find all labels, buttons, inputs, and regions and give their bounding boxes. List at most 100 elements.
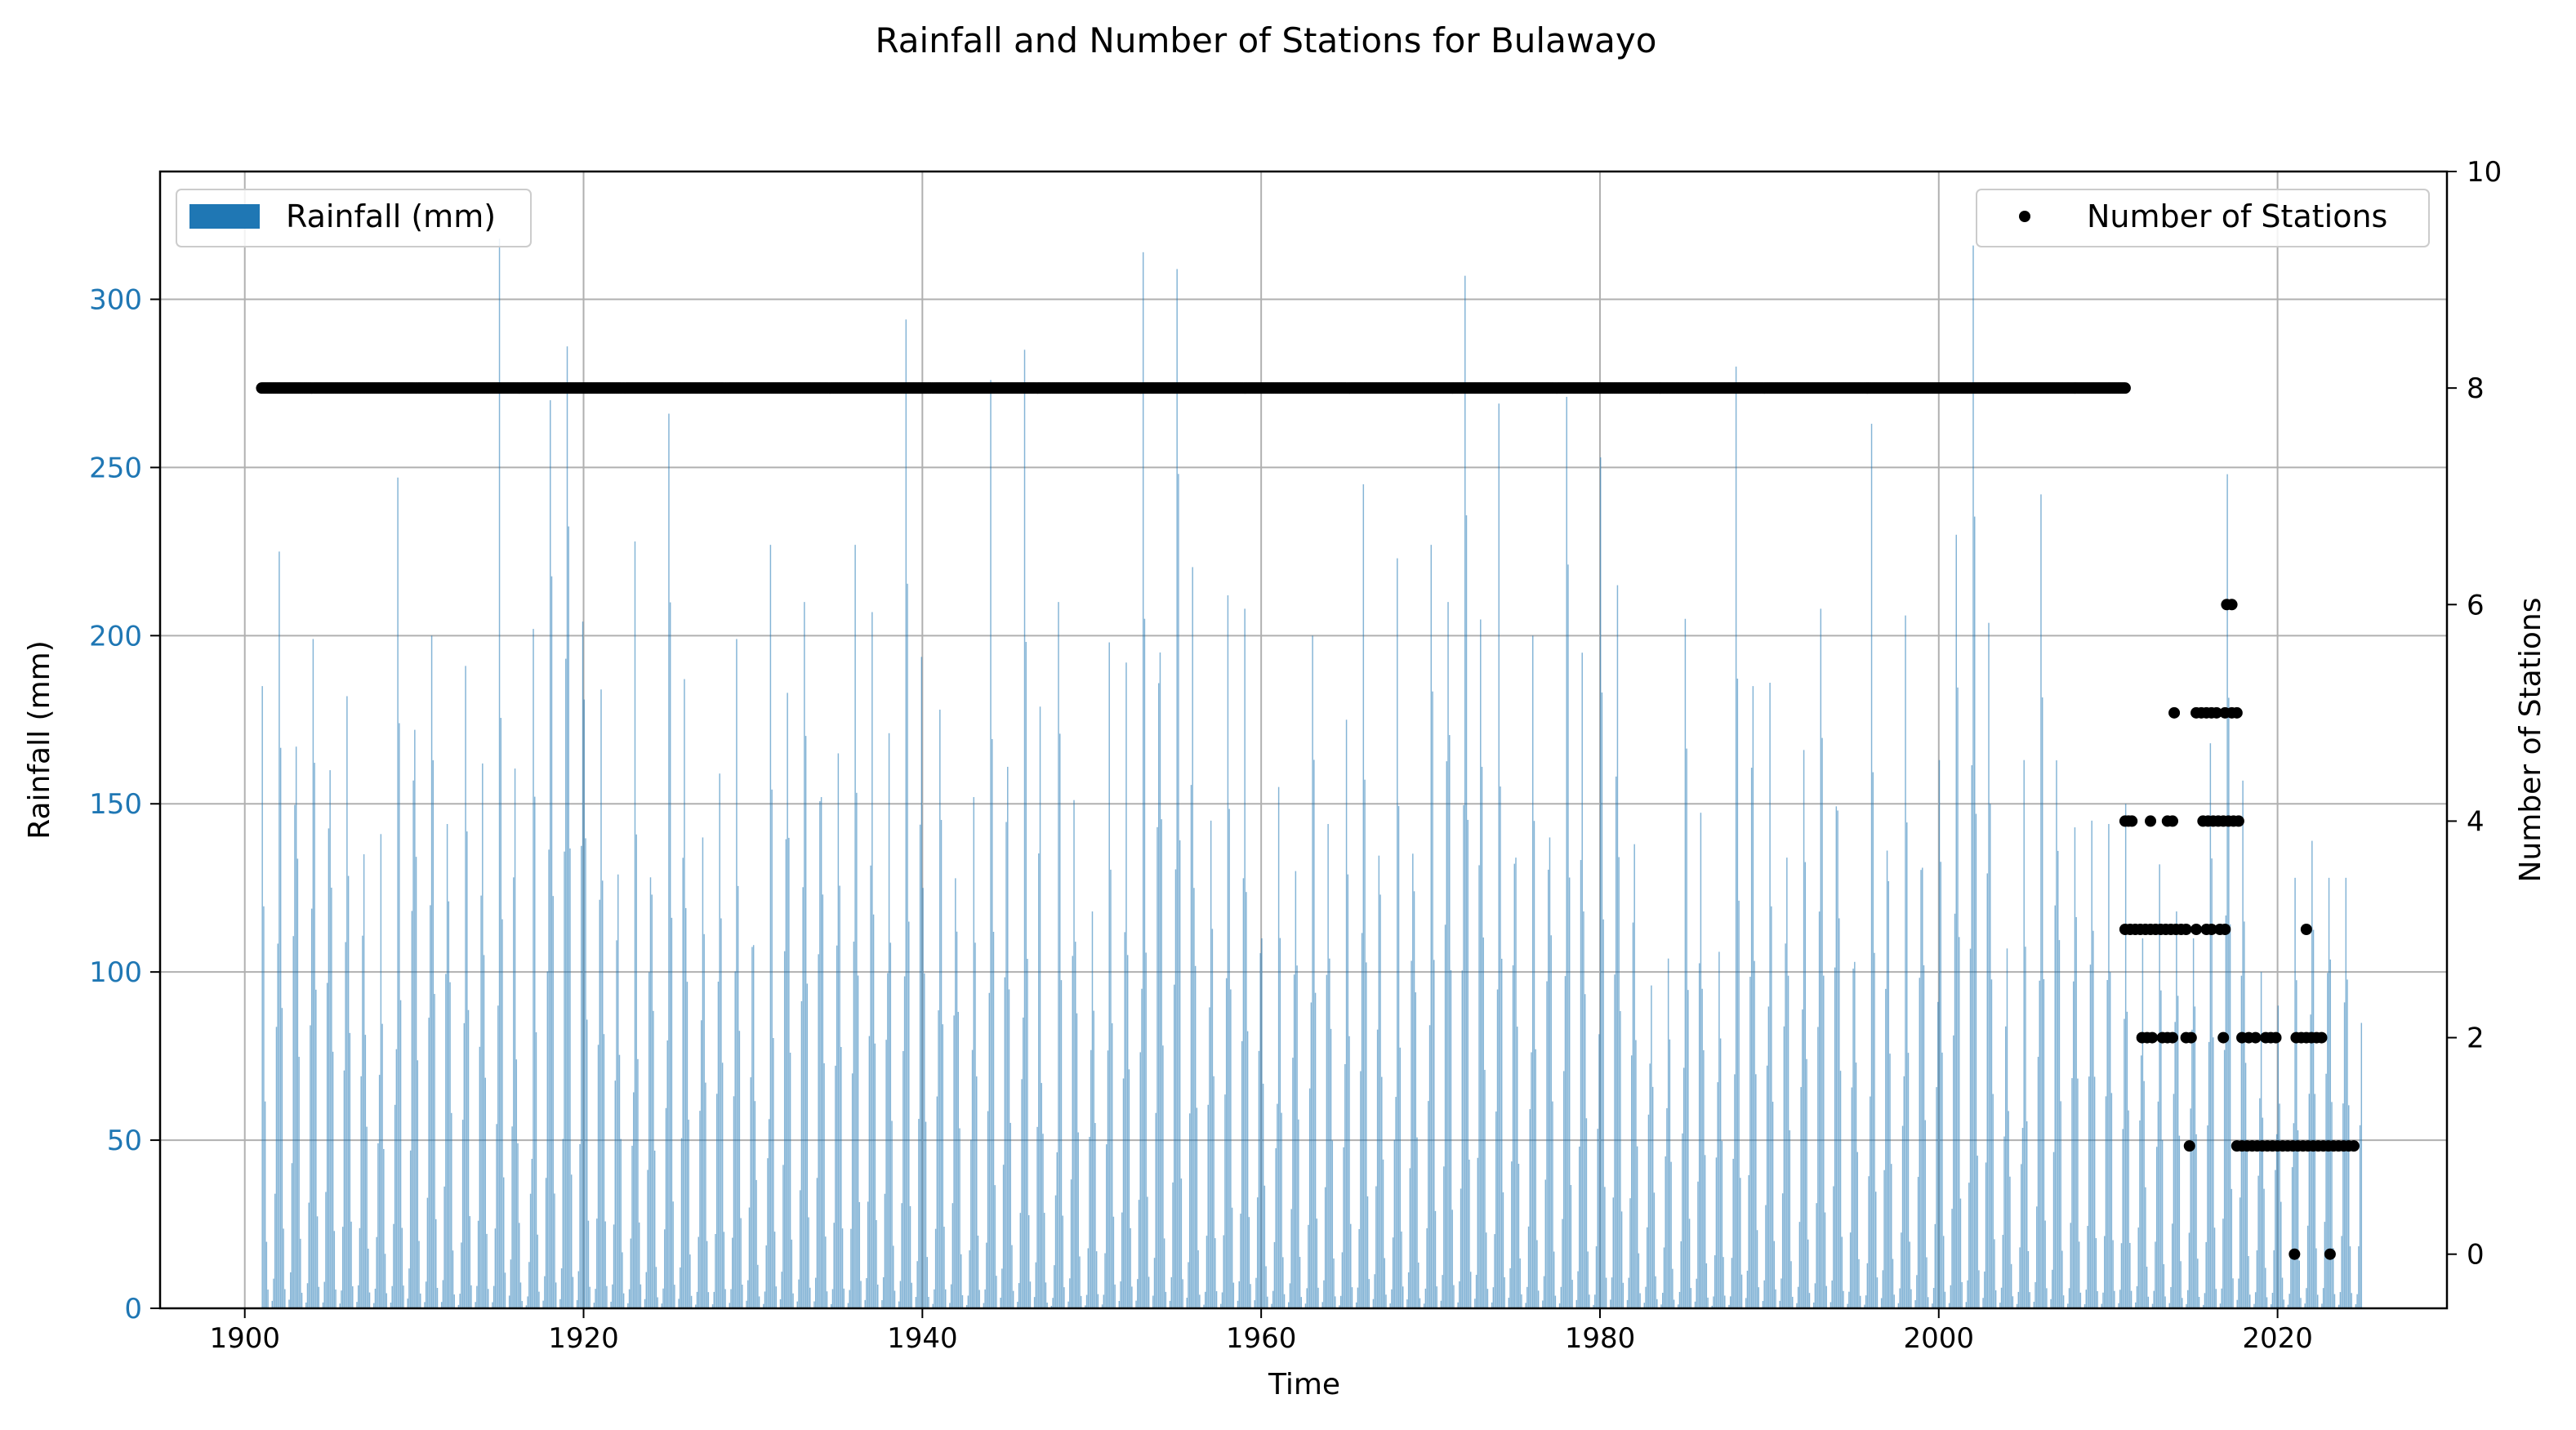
rainfall-bar	[2061, 1250, 2063, 1308]
rainfall-bar	[858, 1201, 861, 1308]
rainfall-bar	[893, 1245, 894, 1308]
rainfall-bar	[510, 1259, 512, 1308]
rainfall-bar	[1518, 1164, 1520, 1308]
rainfall-bar	[1323, 1280, 1325, 1308]
rainfall-bar	[1594, 1294, 1596, 1308]
rainfall-bar	[2204, 1293, 2206, 1308]
rainfall-bar	[1486, 1289, 1489, 1308]
rainfall-bar	[479, 1046, 481, 1308]
rainfall-bar	[566, 346, 568, 1309]
rainfall-bar	[1402, 1286, 1404, 1308]
rainfall-bar	[1616, 585, 1619, 1308]
rainfall-bar	[757, 1264, 759, 1308]
rainfall-bar	[1622, 1282, 1624, 1308]
rainfall-bar	[1972, 245, 1974, 1309]
rainfall-bar	[1906, 822, 1908, 1308]
rainfall-bar	[2231, 1188, 2233, 1308]
rainfall-bar	[1043, 1213, 1045, 1308]
rainfall-bar	[1248, 1217, 1250, 1308]
rainfall-bar	[331, 887, 332, 1308]
rainfall-bar	[2112, 1240, 2114, 1308]
rainfall-bar	[2265, 1267, 2266, 1308]
rainfall-bar	[390, 1303, 392, 1308]
rainfall-bar	[1825, 1285, 1827, 1308]
rainfall-bar	[1424, 1288, 1427, 1308]
rainfall-bar	[529, 1193, 532, 1308]
rainfall-bar	[432, 760, 435, 1308]
rainfall-bar	[1667, 958, 1669, 1308]
rainfall-bar	[2155, 1147, 2158, 1308]
rainfall-bar	[1856, 1152, 1858, 1308]
rainfall-bar	[1643, 1303, 1646, 1308]
rainfall-bar	[1533, 821, 1535, 1308]
rainfall-bar	[2260, 972, 2262, 1308]
rainfall-bar	[750, 1077, 751, 1308]
rainfall-bar	[2118, 1303, 2119, 1308]
rainfall-bar	[1666, 1107, 1668, 1308]
rainfall-bar	[2279, 1103, 2280, 1308]
rainfall-bar	[1803, 750, 1805, 1308]
rainfall-bar	[1095, 1251, 1098, 1308]
rainfall-bar	[2222, 1218, 2224, 1308]
rainfall-bar	[275, 1027, 278, 1308]
rainfall-bar	[393, 1223, 394, 1308]
rainfall-bar	[934, 1228, 937, 1308]
rainfall-bar	[2277, 1005, 2280, 1308]
rainfall-bar	[1859, 1295, 1861, 1308]
rainfall-bar	[1872, 772, 1874, 1308]
rainfall-bar	[1823, 975, 1825, 1308]
rainfall-bar	[399, 1000, 402, 1308]
rainfall-bar	[1763, 1280, 1765, 1308]
rainfall-bar	[901, 1203, 902, 1308]
rainfall-bar	[372, 1303, 375, 1308]
rainfall-bar	[1348, 1036, 1350, 1308]
rainfall-bar	[2050, 1299, 2052, 1308]
rainfall-bar	[1114, 1284, 1116, 1308]
rainfall-bar	[1343, 1147, 1344, 1308]
rainfall-bar	[984, 1289, 986, 1308]
rainfall-bar	[671, 917, 673, 1308]
rainfall-bar	[645, 1272, 648, 1308]
rainfall-bar	[467, 1009, 470, 1308]
rainfall-bar	[905, 319, 907, 1309]
rainfall-bar	[719, 773, 720, 1308]
rainfall-bar	[482, 763, 484, 1308]
station-point	[2231, 706, 2243, 719]
rainfall-bar	[740, 1218, 742, 1308]
rainfall-bar	[461, 1120, 464, 1308]
rainfall-bar	[782, 1165, 784, 1308]
rainfall-bar	[383, 1148, 385, 1308]
rainfall-bar	[1128, 1069, 1130, 1308]
rainfall-bar	[463, 1022, 466, 1308]
rainfall-bar	[2360, 1022, 2363, 1308]
rainfall-bar	[1950, 1285, 1952, 1308]
station-point	[2167, 1031, 2178, 1044]
rainfall-bar	[689, 1254, 691, 1308]
rainfall-bar	[1304, 1303, 1307, 1308]
rainfall-bar	[2043, 978, 2045, 1308]
rainfall-bar	[936, 1096, 938, 1308]
rainfall-bar	[445, 973, 447, 1308]
rainfall-bar	[748, 1207, 751, 1308]
rainfall-bar	[281, 1008, 283, 1308]
rainfall-bar	[271, 1300, 274, 1308]
rainfall-bar	[2079, 1292, 2082, 1308]
rainfall-bar	[647, 1169, 648, 1308]
rainfall-bar	[1372, 1299, 1375, 1308]
rainfall-bar	[1225, 978, 1228, 1308]
rainfall-bar	[347, 875, 350, 1308]
rainfall-bar	[2209, 743, 2212, 1308]
y-tick-label: 250	[89, 452, 142, 484]
rainfall-bar	[2139, 1120, 2141, 1308]
rainfall-bar	[1321, 1302, 1323, 1308]
rainfall-bar	[1172, 1182, 1174, 1308]
rainfall-bar	[877, 1284, 879, 1308]
rainfall-bar	[956, 931, 958, 1308]
rainfall-bar	[1678, 1291, 1681, 1308]
rainfall-bar	[426, 1197, 429, 1308]
rainfall-bar	[263, 906, 265, 1308]
station-point	[2300, 924, 2312, 935]
rainfall-bar	[1484, 1070, 1486, 1308]
rainfall-bar	[1750, 768, 1753, 1308]
rainfall-bar	[1922, 867, 1923, 1308]
